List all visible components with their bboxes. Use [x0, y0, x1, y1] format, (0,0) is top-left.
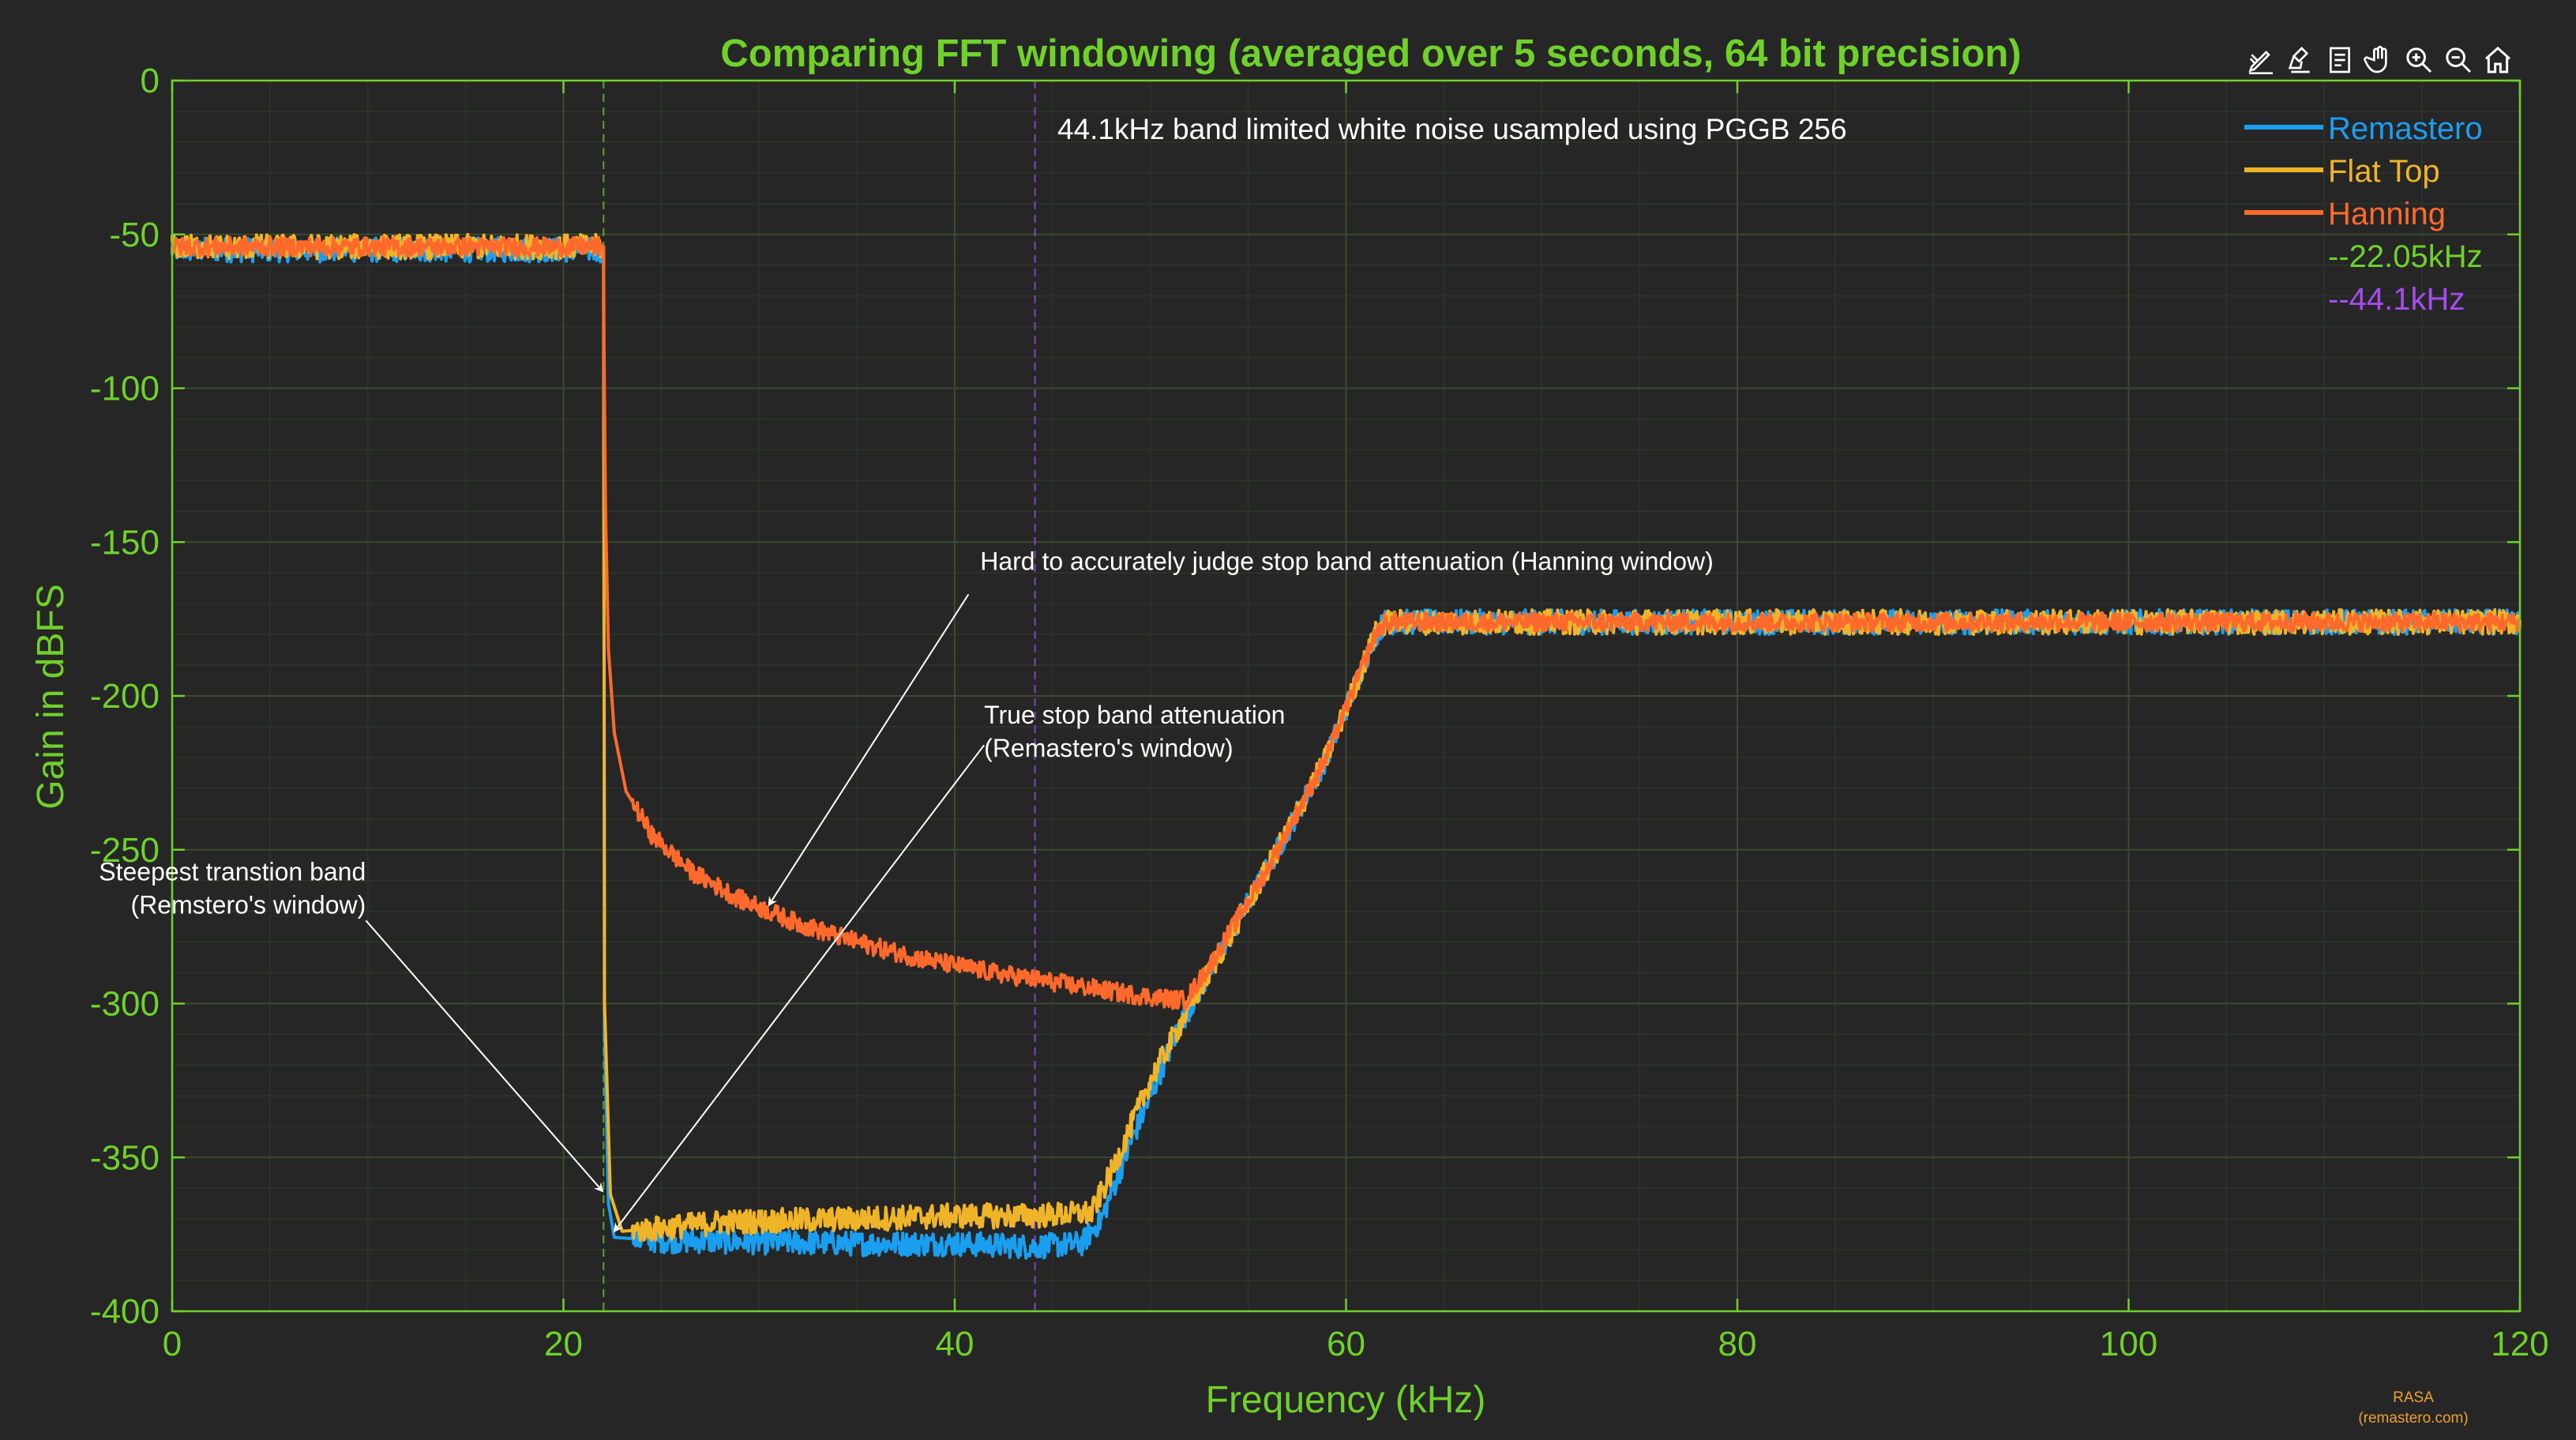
watermark-line-1: RASA — [2393, 1389, 2434, 1406]
y-tick-label: -350 — [90, 1138, 160, 1177]
chart-subtitle: 44.1kHz band limited white noise usample… — [1057, 113, 1847, 145]
watermark-line-2: (remastero.com) — [2358, 1410, 2468, 1427]
x-tick-label: 40 — [936, 1325, 974, 1363]
x-axis-label: Frequency (kHz) — [1206, 1379, 1486, 1421]
annotation-text: Steepest transtion band — [99, 858, 366, 886]
annotation-text: Hard to accurately judge stop band atten… — [980, 547, 1714, 575]
x-tick-label: 120 — [2491, 1325, 2548, 1363]
y-tick-label: -50 — [109, 216, 160, 254]
x-tick-label: 60 — [1327, 1325, 1365, 1363]
y-tick-label: -400 — [90, 1292, 160, 1331]
y-tick-label: -250 — [90, 831, 160, 870]
chart-title: Comparing FFT windowing (averaged over 5… — [720, 32, 2021, 75]
y-tick-label: -150 — [90, 523, 160, 562]
axes: 0 20 40 60 80 100 120 0 -50 -100 -150 -200 -250 -300 -… — [90, 62, 2549, 1363]
zoom-in-icon[interactable] — [2401, 42, 2437, 78]
x-tick-label: 80 — [1718, 1325, 1757, 1363]
annotation-text: True stop band attenuation — [984, 701, 1285, 729]
legend: Remastero Flat Top Hanning --22.05kHz --44.1… — [2244, 111, 2483, 317]
annotation-text: (Remastero's window) — [984, 734, 1234, 762]
pan-hand-icon[interactable] — [2361, 42, 2398, 78]
y-tick-label: 0 — [141, 62, 160, 100]
annotations: Hard to accurately judge stop band atten… — [99, 547, 1714, 1233]
home-icon[interactable] — [2480, 42, 2516, 78]
y-tick-label: -200 — [90, 677, 160, 716]
series-line-hanning — [171, 235, 2522, 1011]
y-tick-label: -300 — [90, 985, 160, 1024]
brush-icon[interactable] — [2282, 42, 2319, 78]
series-lines — [171, 232, 2522, 1260]
figure-toolbar — [2243, 36, 2516, 84]
legend-item: --44.1kHz — [2328, 282, 2465, 317]
x-tick-label: 20 — [544, 1325, 583, 1363]
annotation-arrow — [613, 744, 985, 1233]
legend-item: Flat Top — [2328, 154, 2440, 189]
x-tick-label: 100 — [2100, 1325, 2157, 1363]
data-cursor-icon[interactable] — [2322, 42, 2358, 78]
annotation-text: (Remstero's window) — [131, 891, 366, 919]
annotation-arrow — [365, 919, 604, 1193]
x-tick-label: 0 — [163, 1325, 182, 1363]
y-tick-label: -100 — [90, 370, 160, 408]
y-axis-label: Gain in dBFS — [30, 584, 72, 809]
legend-item: Hanning — [2328, 197, 2446, 231]
legend-item: --22.05kHz — [2328, 239, 2483, 274]
legend-item: Remastero — [2328, 111, 2483, 146]
zoom-out-icon[interactable] — [2440, 42, 2476, 78]
annotation-arrow — [768, 593, 970, 907]
edit-plot-icon[interactable] — [2243, 42, 2279, 78]
grid — [171, 80, 2521, 1312]
